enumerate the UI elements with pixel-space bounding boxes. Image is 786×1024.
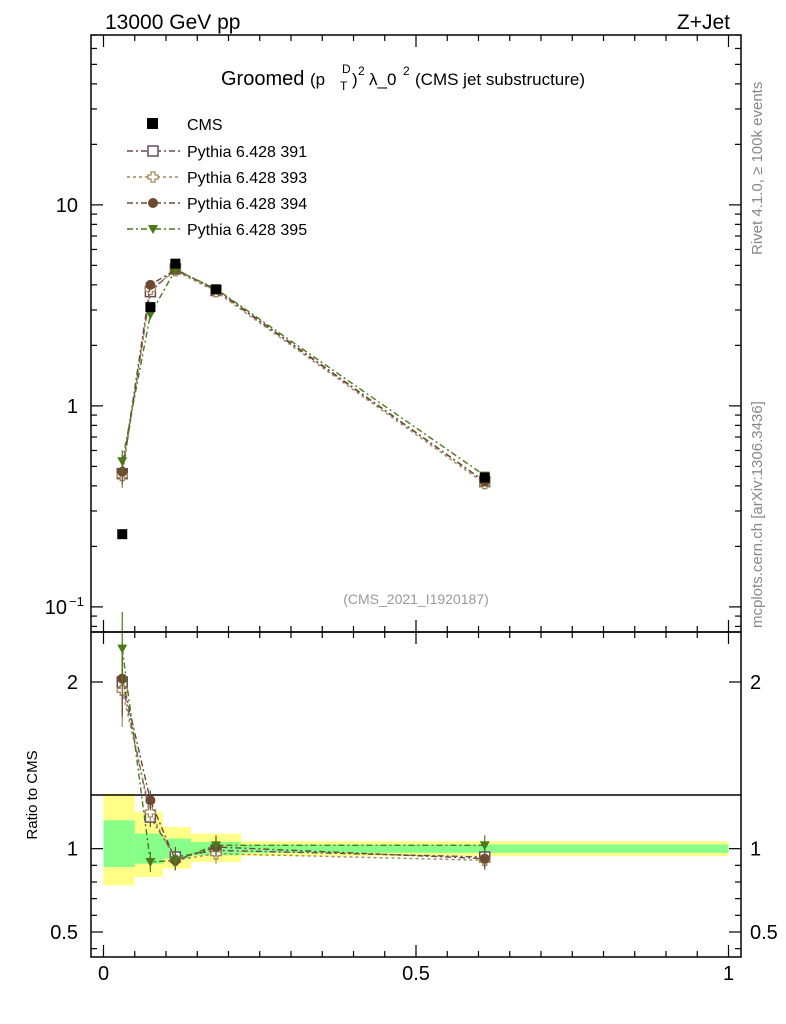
legend-cms-marker (147, 118, 158, 129)
ratio-series-point (145, 858, 156, 867)
legend-series-marker-shape (147, 171, 159, 183)
ratio-y-label: Ratio to CMS (24, 750, 41, 839)
ratio-uncertainty-bands (103, 793, 729, 886)
main-series-point (145, 279, 156, 290)
main-x-ticks (102, 35, 730, 632)
ratio-y-tick-label-left: 0.5 (50, 922, 78, 944)
cms-data-point (117, 529, 128, 540)
ratio-x-ticks (102, 632, 730, 957)
title-sup-2: 2 (358, 64, 365, 78)
title-lambda: λ_0 (369, 70, 396, 89)
analysis-id: (CMS_2021_I1920187) (343, 591, 489, 607)
cms-data-point (170, 258, 181, 269)
process-label: Z+Jet (677, 11, 730, 34)
x-tick-label: 0.5 (402, 963, 430, 985)
ratio-y-tick-label-right: 1 (750, 839, 761, 861)
ratio-y-tick-label-right: 0.5 (750, 922, 778, 944)
cms-data-points (117, 258, 490, 540)
legend-series-label: Pythia 6.428 395 (187, 222, 307, 239)
main-y-tick-label: 10 (56, 195, 78, 217)
ratio-y-tick-label-left: 1 (67, 839, 78, 861)
main-series-line (121, 269, 486, 485)
ratio-series-point (145, 795, 156, 806)
ratio-series-point (170, 856, 181, 866)
ratio-y-ticks (91, 681, 741, 950)
ratio-series-point (479, 853, 490, 864)
ratio-series-point (211, 841, 221, 851)
ratio-series-line (121, 678, 485, 862)
title-sub-t: T (340, 79, 348, 93)
ratio-panel: 2 2 1 1 0.5 0.5 (50, 612, 778, 958)
legend-series-marker (148, 225, 158, 234)
x-tick-label: 1 (723, 963, 734, 985)
legend-series-label: Pythia 6.428 393 (187, 170, 307, 187)
title-suffix: (CMS jet substructure) (415, 70, 585, 89)
ratio-series-point (479, 841, 490, 851)
mcplots-label: mcplots.cern.ch [arXiv:1306.3436] (749, 401, 766, 628)
main-series-point (145, 310, 156, 320)
ratio-band-green (103, 820, 135, 867)
chart-title: Groomed (p (221, 68, 325, 90)
ratio-series-point (117, 644, 128, 654)
cms-data-point (479, 472, 490, 483)
main-y-tick-label: 10 (45, 597, 67, 619)
main-series-line (121, 269, 486, 483)
legend-cms-label: CMS (187, 117, 223, 134)
title-close: ) (352, 70, 358, 89)
ratio-y-tick-labels: 2 2 1 1 0.5 0.5 (50, 672, 778, 944)
title-sup-3: 2 (403, 64, 410, 78)
ratio-series-point (144, 806, 157, 818)
legend-series: Pythia 6.428 391 Pythia 6.428 393 Pythia 6… (127, 144, 307, 239)
main-y-ticks (91, 34, 741, 627)
cms-data-point (145, 302, 156, 313)
main-y-tick-label: 1 (67, 396, 78, 418)
title-sup-d: D (342, 62, 351, 76)
energy-label: 13000 GeV pp (105, 11, 240, 34)
legend-series-marker (148, 198, 158, 208)
main-series-line (121, 268, 486, 483)
ratio-series (116, 612, 491, 872)
title-p: (p (310, 70, 325, 89)
main-y-tick-exponent: −1 (69, 594, 84, 609)
legend-series-label: Pythia 6.428 394 (187, 196, 307, 213)
cms-data-point (211, 284, 221, 295)
legend-series-marker (147, 171, 159, 183)
main-series (116, 263, 491, 490)
ratio-y-tick-label-right: 2 (750, 672, 761, 694)
title-prefix: Groomed (221, 68, 304, 90)
main-series-point (117, 457, 128, 467)
ratio-y-tick-label-left: 2 (67, 672, 78, 694)
x-tick-labels: 0 0.5 1 (98, 963, 734, 985)
rivet-label: Rivet 4.1.0, ≥ 100k events (749, 82, 766, 255)
x-tick-label: 0 (98, 963, 109, 985)
legend-series-marker (147, 145, 159, 157)
legend-series-label: Pythia 6.428 391 (187, 144, 307, 161)
ratio-series-point-shape (144, 806, 157, 818)
